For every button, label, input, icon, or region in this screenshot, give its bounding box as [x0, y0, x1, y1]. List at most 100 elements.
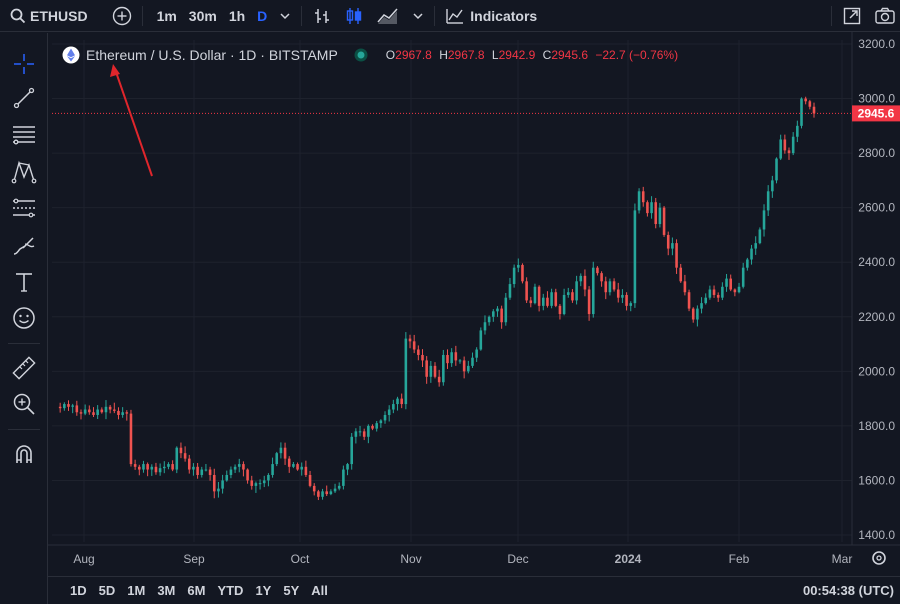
candle: [92, 407, 95, 418]
y-tick-label: 2400.0: [858, 255, 895, 269]
candle: [658, 202, 662, 228]
symbol-label: ETHUSD: [30, 7, 88, 24]
bars-icon: [315, 8, 330, 23]
candle: [104, 400, 108, 420]
x-tick-label: 2024: [615, 552, 642, 566]
last-price-value: 2945.6: [858, 106, 895, 120]
candle: [179, 442, 183, 459]
symbol-search-button[interactable]: ETHUSD: [0, 0, 94, 32]
forecast-tool-button[interactable]: [8, 193, 40, 223]
candle: [800, 97, 803, 129]
candle: [192, 463, 195, 476]
pattern-tool-button[interactable]: [8, 157, 40, 187]
top-toolbar: ETHUSD 1m 30m 1h D: [0, 0, 900, 32]
range-ytd-button[interactable]: YTD: [217, 583, 244, 598]
candle: [337, 482, 341, 491]
interval-d[interactable]: D: [257, 7, 268, 24]
compare-symbol-button[interactable]: [106, 0, 138, 32]
range-1y-button[interactable]: 1Y: [255, 583, 272, 598]
brush-tool-button[interactable]: [8, 231, 40, 261]
candle: [783, 134, 787, 154]
candle: [479, 327, 483, 351]
candle: [346, 462, 349, 476]
candle: [333, 483, 337, 493]
interval-1h[interactable]: 1h: [228, 7, 246, 24]
y-tick-label: 2800.0: [858, 146, 895, 160]
zoom-tool-button[interactable]: [8, 389, 40, 419]
candle: [550, 288, 553, 309]
candle: [412, 334, 416, 354]
candle: [208, 466, 212, 481]
candle: [79, 409, 83, 420]
candle: [762, 204, 766, 237]
legend-title[interactable]: Ethereum / U.S. Dollar · 1D · BITSTAMP: [86, 47, 338, 63]
candle: [650, 196, 653, 219]
fullscreen-button[interactable]: [836, 0, 868, 32]
range-5d-button[interactable]: 5D: [98, 583, 116, 598]
measure-tool-button[interactable]: [8, 353, 40, 383]
close-label: C: [542, 48, 552, 62]
range-1m-button[interactable]: 1M: [127, 583, 146, 598]
settings-button[interactable]: [872, 551, 886, 565]
screenshot-button[interactable]: [868, 0, 900, 32]
candle: [167, 462, 170, 470]
high-value: 2967.8: [447, 48, 485, 62]
range-5y-button[interactable]: 5Y: [283, 583, 300, 598]
interval-dropdown-button[interactable]: [273, 0, 297, 32]
candle: [267, 473, 270, 487]
text-tool-button[interactable]: [8, 267, 40, 297]
toolbar-divider: [301, 5, 303, 26]
toolbar-divider: [434, 5, 436, 26]
candle: [475, 347, 478, 362]
x-tick-label: Dec: [507, 552, 528, 566]
interval-30m[interactable]: 30m: [188, 7, 217, 24]
candle: [300, 462, 304, 476]
indicators-button[interactable]: Indicators: [439, 0, 543, 32]
candle: [529, 296, 533, 308]
candles-chart-type-button[interactable]: [338, 0, 370, 32]
candle: [146, 462, 149, 477]
range-1d-button[interactable]: 1D: [70, 583, 87, 598]
range-3m-button[interactable]: 3M: [157, 583, 176, 598]
candle: [687, 289, 691, 312]
range-all-button[interactable]: All: [311, 583, 328, 598]
candle: [354, 428, 358, 444]
emoji-tool-button[interactable]: [8, 303, 40, 333]
candle: [646, 200, 649, 217]
x-tick-label: Feb: [729, 552, 750, 566]
candle: [417, 345, 420, 361]
candle: [583, 269, 587, 297]
candle: [387, 405, 391, 422]
interval-1m[interactable]: 1m: [156, 7, 177, 24]
toolbar-divider: [8, 343, 40, 344]
candle: [754, 236, 757, 255]
candle: [113, 402, 116, 414]
chart-type-dropdown-button[interactable]: [406, 0, 430, 32]
candle: [296, 462, 299, 471]
pattern-icon: [11, 160, 37, 184]
candle: [741, 262, 745, 289]
trend-line-tool-button[interactable]: [8, 83, 40, 113]
close-value: 2945.6: [551, 48, 589, 62]
candle: [312, 483, 316, 496]
area-chart-type-button[interactable]: [370, 0, 406, 32]
magnet-tool-button[interactable]: [8, 439, 40, 469]
bar-chart-type-button[interactable]: [306, 0, 338, 32]
candle: [812, 102, 816, 118]
fib-tool-button[interactable]: [8, 119, 40, 149]
candle: [608, 278, 612, 296]
range-6m-button[interactable]: 6M: [187, 583, 206, 598]
candle: [129, 409, 133, 467]
candle: [362, 428, 366, 441]
candle: [88, 405, 91, 415]
text-icon: [16, 273, 32, 292]
x-tick-label: Sep: [183, 552, 205, 566]
candle: [666, 231, 670, 256]
candle: [562, 288, 566, 316]
utc-clock[interactable]: 00:54:38 (UTC): [802, 583, 894, 598]
candle: [158, 463, 162, 476]
low-value: 2942.9: [498, 48, 536, 62]
ethereum-logo-icon: [62, 46, 80, 64]
crosshair-tool-button[interactable]: [8, 49, 40, 79]
